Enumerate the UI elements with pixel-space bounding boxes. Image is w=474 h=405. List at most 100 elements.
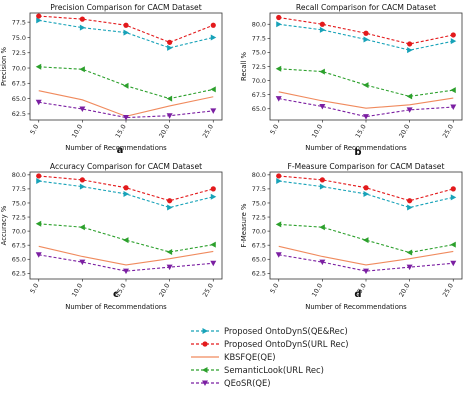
data-point — [210, 22, 216, 28]
x-tick-label: 20.0 — [157, 282, 171, 298]
legend-item: Proposed OntoDynS(QE&Rec) — [190, 324, 460, 337]
y-tick-label: 77.5 — [12, 18, 26, 26]
plot-area — [29, 12, 223, 121]
y-tick-label: 80.0 — [12, 171, 26, 179]
x-tick-label: 20.0 — [157, 123, 171, 139]
legend-swatch — [191, 355, 219, 358]
legend-label: SemanticLook(URL Rec) — [224, 364, 324, 375]
panel-caption: b — [354, 147, 361, 158]
data-point — [210, 241, 216, 248]
x-axis-label: Number of Recommendations — [65, 144, 167, 152]
y-tick-label: 72.5 — [12, 213, 26, 221]
series-line — [38, 254, 214, 272]
data-point — [406, 249, 413, 256]
x-tick-label: 15.0 — [354, 123, 368, 139]
y-tick-label: 75.0 — [12, 34, 26, 42]
x-axis-label: Number of Recommendations — [305, 303, 407, 311]
x-tick-label: 5.0 — [268, 282, 280, 295]
data-point — [276, 14, 282, 21]
y-tick-label: 70.0 — [252, 227, 266, 235]
panel-caption: d — [354, 289, 361, 300]
chart-title: F-Measure Comparison for CACM Dataset — [288, 162, 445, 171]
data-point — [167, 204, 173, 211]
data-point — [210, 86, 216, 93]
data-point — [275, 221, 282, 228]
series-line — [278, 98, 454, 118]
y-axis-label: Accuracy % — [0, 205, 8, 245]
data-point — [406, 93, 413, 100]
legend-label: Proposed OntoDynS(URL Rec) — [224, 338, 349, 349]
y-tick-label: 80.0 — [252, 171, 266, 179]
data-point — [79, 16, 85, 22]
x-tick-label: 20.0 — [397, 282, 411, 298]
data-point — [363, 185, 369, 191]
legend-label: Proposed OntoDynS(QE&Rec) — [224, 325, 348, 336]
y-tick-label: 77.5 — [252, 35, 266, 43]
data-point — [123, 29, 129, 36]
data-point — [407, 47, 413, 54]
data-point — [79, 177, 85, 183]
data-point — [319, 103, 326, 110]
data-point — [406, 264, 413, 271]
data-point — [79, 24, 86, 31]
data-point — [123, 190, 129, 197]
data-point — [407, 204, 413, 211]
y-tick-label: 72.5 — [252, 63, 266, 71]
data-point — [363, 82, 369, 89]
x-tick-label: 10.0 — [70, 123, 84, 139]
chart-title: Recall Comparison for CACM Dataset — [296, 3, 436, 12]
data-point — [35, 63, 42, 70]
y-axis-label: F-Measure % — [240, 203, 248, 247]
x-tick-label: 25.0 — [201, 282, 215, 298]
data-point — [319, 177, 325, 183]
data-point — [363, 36, 369, 43]
series-line — [38, 101, 214, 119]
chart-panel-a: Precision Comparison for CACM Dataset 62.… — [0, 3, 223, 156]
chart-title: Accuracy Comparison for CACM Dataset — [50, 162, 202, 171]
series-line — [278, 91, 454, 109]
legend-marker — [202, 327, 208, 334]
legend-swatch — [191, 366, 219, 373]
data-point — [319, 26, 326, 33]
data-point — [210, 34, 217, 41]
data-point — [210, 193, 217, 200]
data-point — [450, 260, 457, 267]
data-point — [450, 194, 457, 201]
y-tick-label: 65.0 — [252, 256, 266, 264]
y-tick-label: 65.0 — [252, 105, 266, 113]
chart-panel-d: F-Measure Comparison for CACM Dataset 62.… — [240, 162, 463, 311]
y-tick-label: 62.5 — [12, 110, 26, 118]
y-axis-label: Recall % — [240, 52, 248, 81]
data-point — [123, 115, 129, 121]
data-point — [319, 183, 326, 190]
data-point — [276, 21, 282, 28]
y-tick-label: 67.5 — [252, 242, 266, 250]
data-point — [166, 264, 173, 271]
data-point — [407, 198, 413, 204]
panel-caption: c — [113, 289, 119, 300]
legend-item: KBSFQE(QE) — [190, 350, 460, 363]
data-point — [319, 21, 325, 27]
x-tick-label: 5.0 — [28, 123, 40, 136]
data-point — [450, 32, 456, 38]
data-point — [450, 38, 457, 45]
legend-item: QEoSR(QE) — [190, 376, 460, 389]
chart-panel-c: Accuracy Comparison for CACM Dataset 62.5… — [0, 162, 223, 311]
y-tick-label: 70.0 — [252, 77, 266, 85]
legend-marker — [202, 340, 208, 347]
data-point — [319, 68, 325, 75]
data-point — [319, 259, 326, 266]
data-point — [319, 224, 325, 231]
y-tick-label: 75.0 — [252, 199, 266, 207]
data-point — [79, 106, 86, 112]
y-tick-label: 80.0 — [252, 21, 266, 29]
panel-caption: a — [117, 145, 124, 156]
data-point — [123, 185, 129, 191]
x-tick-label: 10.0 — [310, 123, 324, 139]
data-point — [35, 99, 42, 106]
x-tick-label: 25.0 — [441, 282, 455, 298]
series-line — [278, 245, 454, 266]
legend-swatch — [191, 380, 219, 386]
x-tick-label: 20.0 — [397, 123, 411, 139]
data-point — [166, 248, 173, 255]
